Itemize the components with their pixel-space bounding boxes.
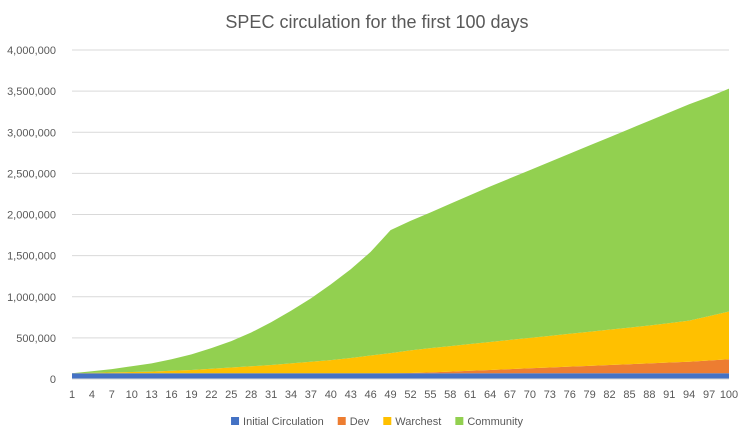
x-tick-label: 55 (424, 389, 436, 401)
x-tick-label: 79 (584, 389, 596, 401)
legend-label-initial-circulation: Initial Circulation (243, 416, 324, 428)
x-tick-label: 10 (126, 389, 138, 401)
legend-swatch-community (455, 417, 464, 425)
x-tick-label: 49 (384, 389, 396, 401)
legend-swatch-initial-circulation (231, 417, 240, 425)
y-tick-label: 4,000,000 (7, 45, 56, 57)
legend-label-warchest: Warchest (395, 416, 441, 428)
x-tick-label: 34 (285, 389, 297, 401)
x-tick-label: 52 (404, 389, 416, 401)
legend-label-dev: Dev (350, 416, 370, 428)
area-series-dev (72, 359, 729, 374)
legend-swatch-dev (337, 417, 346, 425)
x-tick-label: 46 (365, 389, 377, 401)
legend: Initial Circulation Dev Warchest Community (231, 416, 523, 428)
x-tick-label: 28 (245, 389, 257, 401)
y-tick-label: 3,500,000 (7, 86, 56, 98)
chart-title: SPEC circulation for the first 100 days (225, 12, 528, 32)
x-tick-label: 70 (524, 389, 536, 401)
legend-label-community: Community (467, 416, 523, 428)
x-tick-label: 4 (89, 389, 95, 401)
area-series-initial-circulation (72, 373, 729, 379)
area-series-community (72, 88, 729, 374)
y-tick-label: 1,000,000 (7, 292, 56, 304)
x-tick-label: 1 (69, 389, 75, 401)
x-tick-label: 61 (464, 389, 476, 401)
area-series-group (72, 88, 729, 379)
x-tick-label: 19 (185, 389, 197, 401)
x-tick-label: 43 (345, 389, 357, 401)
y-tick-label: 500,000 (16, 333, 56, 345)
x-tick-label: 31 (265, 389, 277, 401)
x-tick-label: 85 (623, 389, 635, 401)
y-axis-ticks: 0 500,000 1,000,000 1,500,000 2,000,000 2,500… (7, 45, 56, 386)
x-tick-label: 67 (504, 389, 516, 401)
x-tick-label: 7 (109, 389, 115, 401)
y-tick-label: 0 (50, 374, 56, 386)
y-tick-label: 2,000,000 (7, 210, 56, 222)
x-tick-label: 13 (146, 389, 158, 401)
x-tick-label: 91 (663, 389, 675, 401)
x-tick-label: 97 (703, 389, 715, 401)
x-tick-label: 25 (225, 389, 237, 401)
x-tick-label: 37 (305, 389, 317, 401)
x-axis-ticks: 1 4 7 10 13 16 19 22 25 28 31 34 37 40 43 46 49 52 55 58 61 6… (69, 389, 738, 401)
x-tick-label: 22 (205, 389, 217, 401)
legend-swatch-warchest (383, 417, 392, 425)
y-tick-label: 2,500,000 (7, 168, 56, 180)
x-tick-label: 88 (643, 389, 655, 401)
y-tick-label: 1,500,000 (7, 251, 56, 263)
x-tick-label: 82 (603, 389, 615, 401)
x-tick-label: 76 (564, 389, 576, 401)
x-tick-label: 16 (165, 389, 177, 401)
x-tick-label: 100 (720, 389, 738, 401)
x-tick-label: 40 (325, 389, 337, 401)
area-series-warchest (72, 311, 729, 374)
x-tick-label: 64 (484, 389, 496, 401)
x-tick-label: 58 (444, 389, 456, 401)
x-tick-label: 94 (683, 389, 695, 401)
x-tick-label: 73 (544, 389, 556, 401)
y-tick-label: 3,000,000 (7, 127, 56, 139)
